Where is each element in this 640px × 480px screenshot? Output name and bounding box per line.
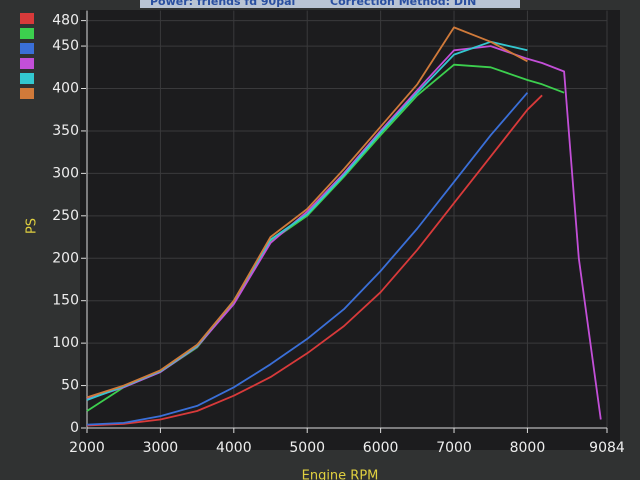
legend-swatch [20, 58, 34, 69]
x-tick-label: 4000 [216, 440, 252, 456]
legend-swatch [20, 43, 34, 54]
y-axis-label: PS [25, 218, 40, 234]
legend-swatch [20, 73, 34, 84]
y-tick-label: 250 [52, 208, 79, 224]
y-tick-label: 450 [52, 38, 79, 54]
plot-area [80, 10, 620, 450]
y-tick-label: 400 [52, 81, 79, 97]
x-axis-label: Engine RPM [302, 469, 379, 480]
power-curve [86, 92, 529, 426]
x-tick-label: 9084 [589, 440, 625, 456]
legend-swatch [20, 88, 34, 99]
power-curve [86, 26, 528, 399]
x-tick-label: 6000 [363, 440, 399, 456]
legend-swatch [20, 13, 34, 24]
y-tick-label: 200 [52, 250, 79, 266]
x-tick-label: 7000 [436, 440, 472, 456]
x-tick-label: 3000 [143, 440, 179, 456]
legend-swatch [20, 28, 34, 39]
x-tick-label: 5000 [289, 440, 325, 456]
y-tick-label: 100 [52, 335, 79, 351]
y-tick-label: 300 [52, 165, 79, 181]
y-tick-label: 50 [61, 378, 79, 394]
header-power: Power: friends fd 90pal [150, 0, 295, 8]
y-tick-label: 480 [52, 13, 79, 29]
header-bar [140, 0, 520, 8]
y-tick-label: 0 [70, 420, 79, 436]
x-tick-label: 2000 [69, 440, 105, 456]
y-tick-label: 350 [52, 123, 79, 139]
header-correction: Correction Method: DIN [330, 0, 476, 8]
y-tick-label: 150 [52, 293, 79, 309]
x-tick-label: 8000 [510, 440, 546, 456]
power-curve [86, 94, 543, 427]
